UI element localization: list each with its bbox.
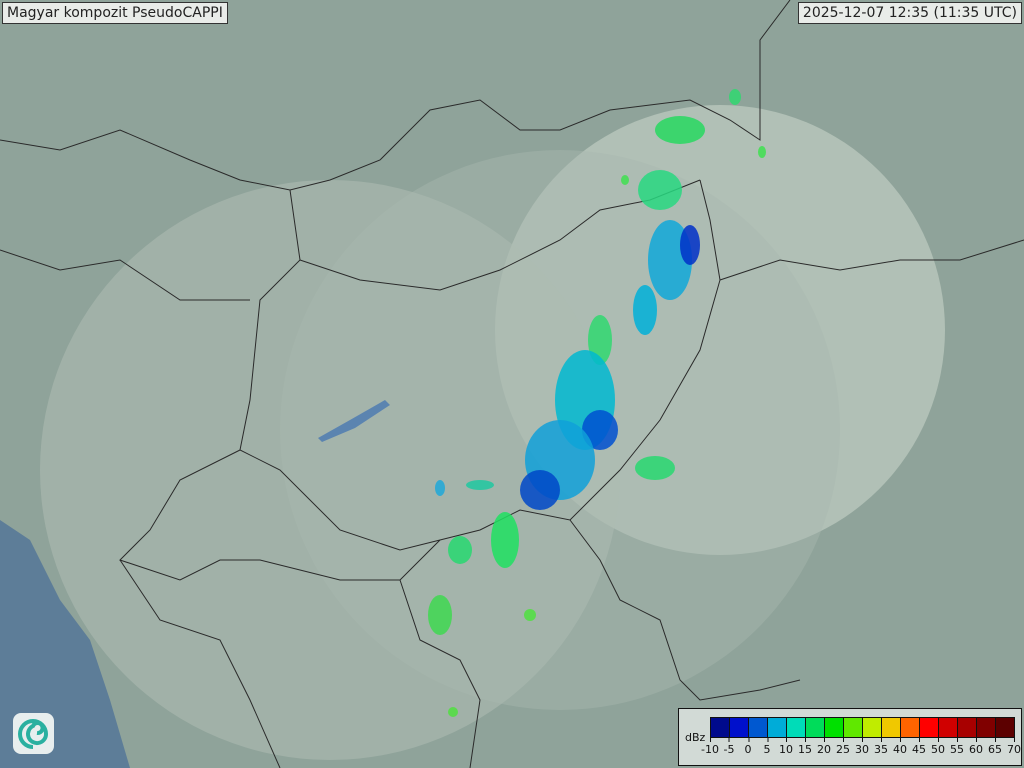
- legend-tick-label: 0: [745, 737, 752, 756]
- legend-tick-label: 20: [817, 737, 831, 756]
- legend-ticks: -10 -5 0 5 10 15 20 25 30 35 40 45 50 55 60 65 70: [701, 737, 1021, 763]
- radar-echo: [680, 225, 700, 265]
- radar-coverage-west: [40, 180, 620, 760]
- lake-balaton: [318, 400, 390, 442]
- radar-echo: [633, 285, 657, 335]
- swirl-logo-icon: [13, 713, 54, 754]
- legend-tick-label: 35: [874, 737, 888, 756]
- legend-swatch: [825, 718, 844, 737]
- radar-echoes: [428, 89, 766, 717]
- legend-swatch: [977, 718, 996, 737]
- radar-echo: [524, 609, 536, 621]
- legend-swatch: [749, 718, 768, 737]
- legend-tick-label: 65: [988, 737, 1002, 756]
- radar-echo: [428, 595, 452, 635]
- legend-tick-label: 25: [836, 737, 850, 756]
- legend-unit: dBz: [685, 731, 706, 744]
- radar-echo: [655, 116, 705, 144]
- legend-swatch: [901, 718, 920, 737]
- legend-swatch: [730, 718, 749, 737]
- radar-echo: [638, 170, 682, 210]
- legend-swatch: [787, 718, 806, 737]
- sea-area: [0, 520, 130, 768]
- legend-tick-label: 30: [855, 737, 869, 756]
- radar-echo: [491, 512, 519, 568]
- radar-echo: [635, 456, 675, 480]
- radar-echo: [621, 175, 629, 185]
- legend-swatch: [958, 718, 977, 737]
- radar-echo: [758, 146, 766, 158]
- legend-swatch: [844, 718, 863, 737]
- radar-echo: [520, 470, 560, 510]
- legend-tick-label: 15: [798, 737, 812, 756]
- legend-tick-label: 45: [912, 737, 926, 756]
- radar-echo: [466, 480, 494, 490]
- legend-tick-label: -5: [724, 737, 734, 756]
- legend-swatch: [863, 718, 882, 737]
- legend-tick-label: 10: [779, 737, 793, 756]
- product-title: Magyar kompozit PseudoCAPPI: [2, 2, 228, 24]
- radar-echo: [582, 410, 618, 450]
- dbz-legend: dBz -10 -5 0 5 10 15 20 25 30 35 40 45 50 55 60 65 70: [678, 708, 1022, 766]
- legend-swatch: [920, 718, 939, 737]
- timestamp-label: 2025-12-07 12:35 (11:35 UTC): [797, 2, 1022, 24]
- legend-tick-label: 50: [931, 737, 945, 756]
- legend-colorbar: [710, 717, 1015, 738]
- legend-swatch: [939, 718, 958, 737]
- legend-tick-label: 70: [1007, 737, 1021, 756]
- legend-swatch: [882, 718, 901, 737]
- legend-tick-label: 40: [893, 737, 907, 756]
- legend-swatch: [806, 718, 825, 737]
- radar-echo: [729, 89, 741, 105]
- legend-tick-label: 60: [969, 737, 983, 756]
- radar-echo: [435, 480, 445, 496]
- legend-swatch: [996, 718, 1014, 737]
- legend-swatch: [711, 718, 730, 737]
- radar-echo: [448, 707, 458, 717]
- legend-tick-label: -10: [701, 737, 719, 756]
- radar-echo: [448, 536, 472, 564]
- legend-swatch: [768, 718, 787, 737]
- legend-tick-label: 5: [764, 737, 771, 756]
- legend-tick-label: 55: [950, 737, 964, 756]
